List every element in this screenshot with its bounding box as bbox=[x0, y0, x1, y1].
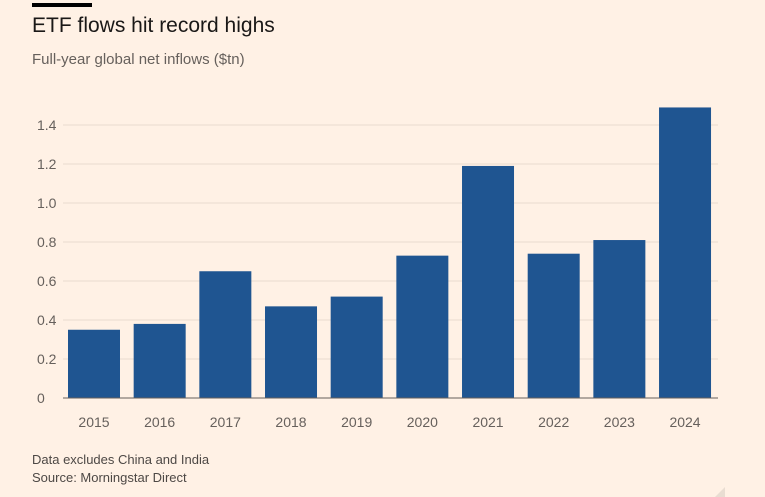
bar-2022 bbox=[527, 253, 580, 398]
chart-title: ETF flows hit record highs bbox=[32, 14, 275, 37]
bar-2018 bbox=[265, 306, 318, 398]
y-tick-label: 0.4 bbox=[37, 312, 57, 328]
x-tick-label: 2017 bbox=[210, 414, 241, 430]
bar-2021 bbox=[462, 165, 515, 398]
y-tick-label: 1.0 bbox=[37, 195, 57, 211]
y-tick-label: 0.2 bbox=[37, 351, 57, 367]
bar-2020 bbox=[396, 255, 449, 398]
y-tick-label: 1.4 bbox=[37, 117, 57, 133]
x-tick-label: 2021 bbox=[472, 414, 503, 430]
bar-2024 bbox=[659, 107, 712, 398]
x-tick-label: 2022 bbox=[538, 414, 569, 430]
y-tick-label: 1.2 bbox=[37, 156, 57, 172]
y-tick-label: 0 bbox=[37, 390, 45, 406]
x-tick-label: 2023 bbox=[604, 414, 635, 430]
x-tick-label: 2020 bbox=[407, 414, 438, 430]
bar-2015 bbox=[68, 329, 120, 398]
x-tick-label: 2018 bbox=[275, 414, 306, 430]
x-tick-label: 2015 bbox=[78, 414, 109, 430]
x-tick-label: 2024 bbox=[669, 414, 700, 430]
title-accent-bar bbox=[32, 3, 92, 7]
note-source: Source: Morningstar Direct bbox=[32, 470, 187, 485]
chart-subtitle: Full-year global net inflows ($tn) bbox=[32, 51, 245, 68]
y-tick-label: 0.8 bbox=[37, 234, 57, 250]
note-exclusions: Data excludes China and India bbox=[32, 452, 210, 467]
bar-2016 bbox=[133, 323, 186, 398]
corner-fold bbox=[715, 487, 725, 497]
y-tick-label: 0.6 bbox=[37, 273, 57, 289]
bar-2017 bbox=[199, 271, 252, 398]
x-tick-label: 2019 bbox=[341, 414, 372, 430]
bar-2019 bbox=[330, 296, 383, 398]
bar-2023 bbox=[593, 240, 646, 398]
x-tick-label: 2016 bbox=[144, 414, 175, 430]
